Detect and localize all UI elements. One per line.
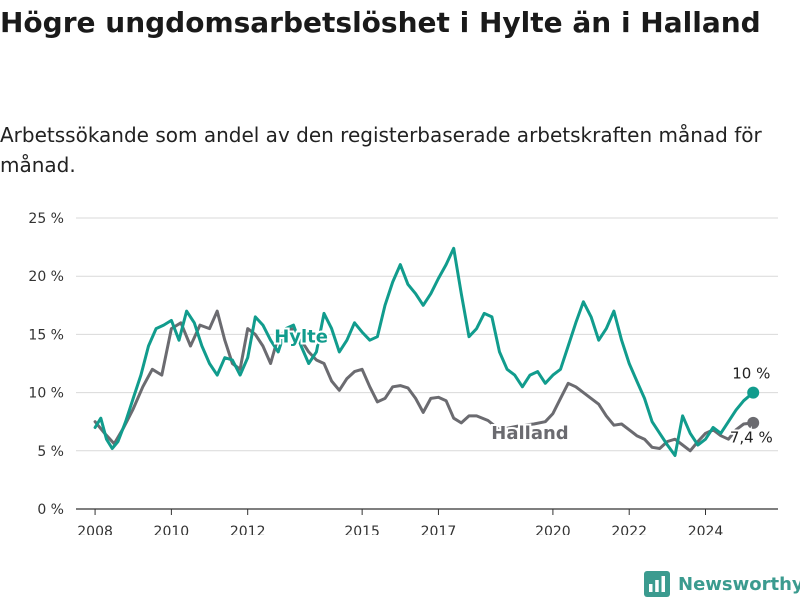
y-tick-label: 20 % — [28, 269, 64, 285]
series-line-hylte — [93, 246, 755, 457]
series-label-halland: Halland — [491, 423, 568, 444]
series-lines — [93, 246, 760, 457]
y-tick-label: 0 % — [37, 502, 64, 518]
gridlines — [76, 217, 778, 510]
x-tick-label: 2008 — [77, 524, 113, 535]
y-tick-label: 10 % — [28, 386, 64, 402]
brand-logo[interactable]: Newsworthy — [644, 568, 800, 600]
line-chart: 0 %5 %10 %15 %20 %25 % 2008 2010 2012 2015 2… — [28, 211, 778, 535]
series-annotations: Hylte Halland 10 % 7,4 % — [272, 325, 775, 449]
x-axis-tick-labels: 2008 2010 2012 2015 2017 2020 2022 2024 — [77, 509, 723, 535]
x-tick-label: 2024 — [688, 524, 724, 535]
brand-name: Newsworthy — [678, 573, 800, 595]
bar-chart-logo-icon — [644, 571, 670, 597]
y-axis-tick-labels: 0 % 5 % 10 % 15 % 20 % 25 % — [28, 211, 64, 518]
x-tick-label: 2022 — [611, 524, 647, 535]
series-label-hylte: Hylte — [274, 327, 328, 348]
end-marker-halland — [747, 416, 760, 429]
end-value-label-hylte: 10 % — [732, 365, 770, 383]
y-tick-label: 25 % — [28, 211, 64, 227]
chart-subtitle: Arbetssökande som andel av den registerb… — [0, 123, 762, 177]
x-tick-label: 2010 — [154, 524, 190, 535]
x-tick-label: 2017 — [421, 524, 457, 535]
y-tick-label: 5 % — [37, 444, 64, 460]
end-value-label-halland: 7,4 % — [730, 429, 773, 447]
y-tick-label: 15 % — [28, 327, 64, 343]
x-tick-label: 2012 — [230, 524, 266, 535]
end-marker-hylte — [747, 386, 760, 399]
x-tick-label: 2015 — [344, 524, 380, 535]
chart-title: Högre ungdomsarbetslöshet i Hylte än i H… — [0, 6, 761, 39]
series-line-halland — [93, 309, 755, 453]
x-tick-label: 2020 — [535, 524, 571, 535]
